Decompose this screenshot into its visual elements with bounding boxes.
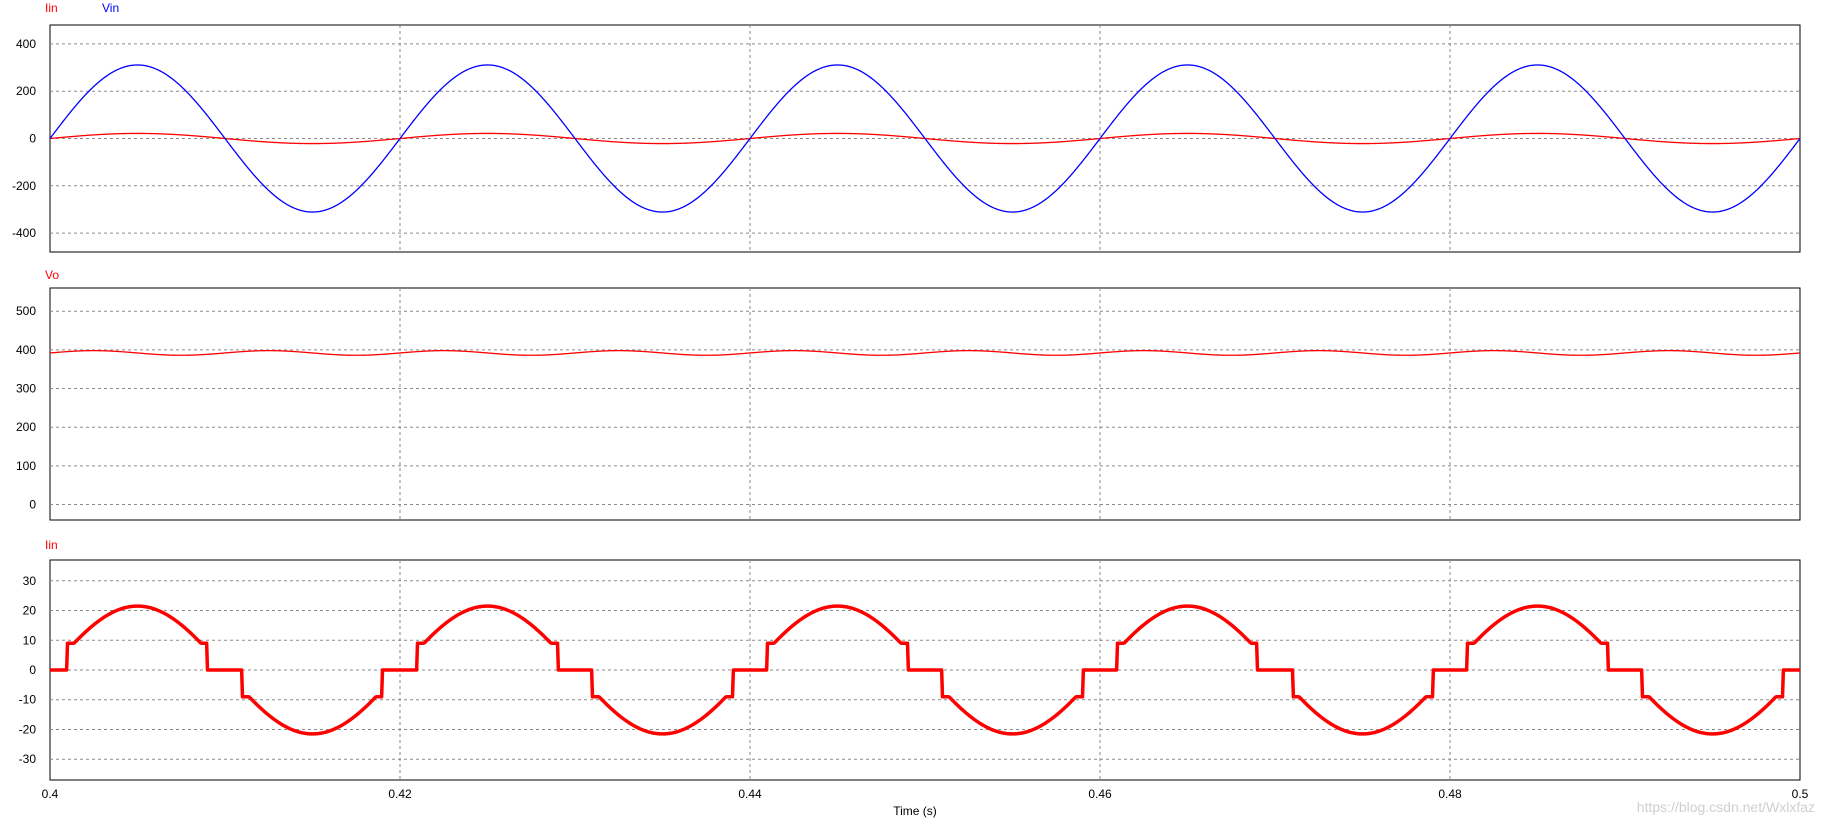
plot-frame <box>49 287 1801 521</box>
y-tick-label: 0 <box>29 663 36 677</box>
legend-label-vo: Vo <box>45 268 59 282</box>
series-line-vo <box>49 349 1801 356</box>
x-tick-label: 0.44 <box>738 787 762 801</box>
y-tick-label: 20 <box>23 604 37 618</box>
series-line-iin <box>49 604 1801 736</box>
y-tick-label: 30 <box>23 574 37 588</box>
y-tick-label: 10 <box>23 633 37 647</box>
y-tick-label: -30 <box>19 752 37 766</box>
x-tick-label: 0.4 <box>42 787 59 801</box>
y-tick-label: 100 <box>16 459 36 473</box>
watermark-text: https://blog.csdn.net/Wxlxfaz <box>1637 799 1815 815</box>
x-tick-label: 0.5 <box>1792 787 1809 801</box>
legend-label-iin: Iin <box>45 538 58 552</box>
y-tick-label: 200 <box>16 84 36 98</box>
y-tick-label: 500 <box>16 304 36 318</box>
legend-label-vin: Vin <box>102 1 119 15</box>
y-tick-label: 300 <box>16 382 36 396</box>
x-tick-label: 0.42 <box>388 787 412 801</box>
chart-panel-1: -400 -200 0 200 400 Iin Vin <box>12 1 1801 253</box>
y-tick-label: 400 <box>16 37 36 51</box>
chart-panel-2: 0 100 200 300 400 500 Vo <box>16 268 1801 521</box>
y-tick-label: -20 <box>19 722 37 736</box>
series-line-vin <box>49 64 1801 213</box>
chart-panel-3: -30 -20 -10 0 10 20 30 Iin <box>19 538 1801 781</box>
y-tick-label: -400 <box>12 226 36 240</box>
y-tick-label: -200 <box>12 179 36 193</box>
x-tick-label: 0.48 <box>1438 787 1462 801</box>
y-tick-label: -10 <box>19 693 37 707</box>
y-tick-label: 0 <box>29 132 36 146</box>
x-tick-label: 0.46 <box>1088 787 1112 801</box>
y-tick-label: 0 <box>29 498 36 512</box>
x-axis-title: Time (s) <box>893 804 937 818</box>
legend-label-iin: Iin <box>45 1 58 15</box>
y-tick-label: 400 <box>16 343 36 357</box>
y-tick-label: 200 <box>16 420 36 434</box>
